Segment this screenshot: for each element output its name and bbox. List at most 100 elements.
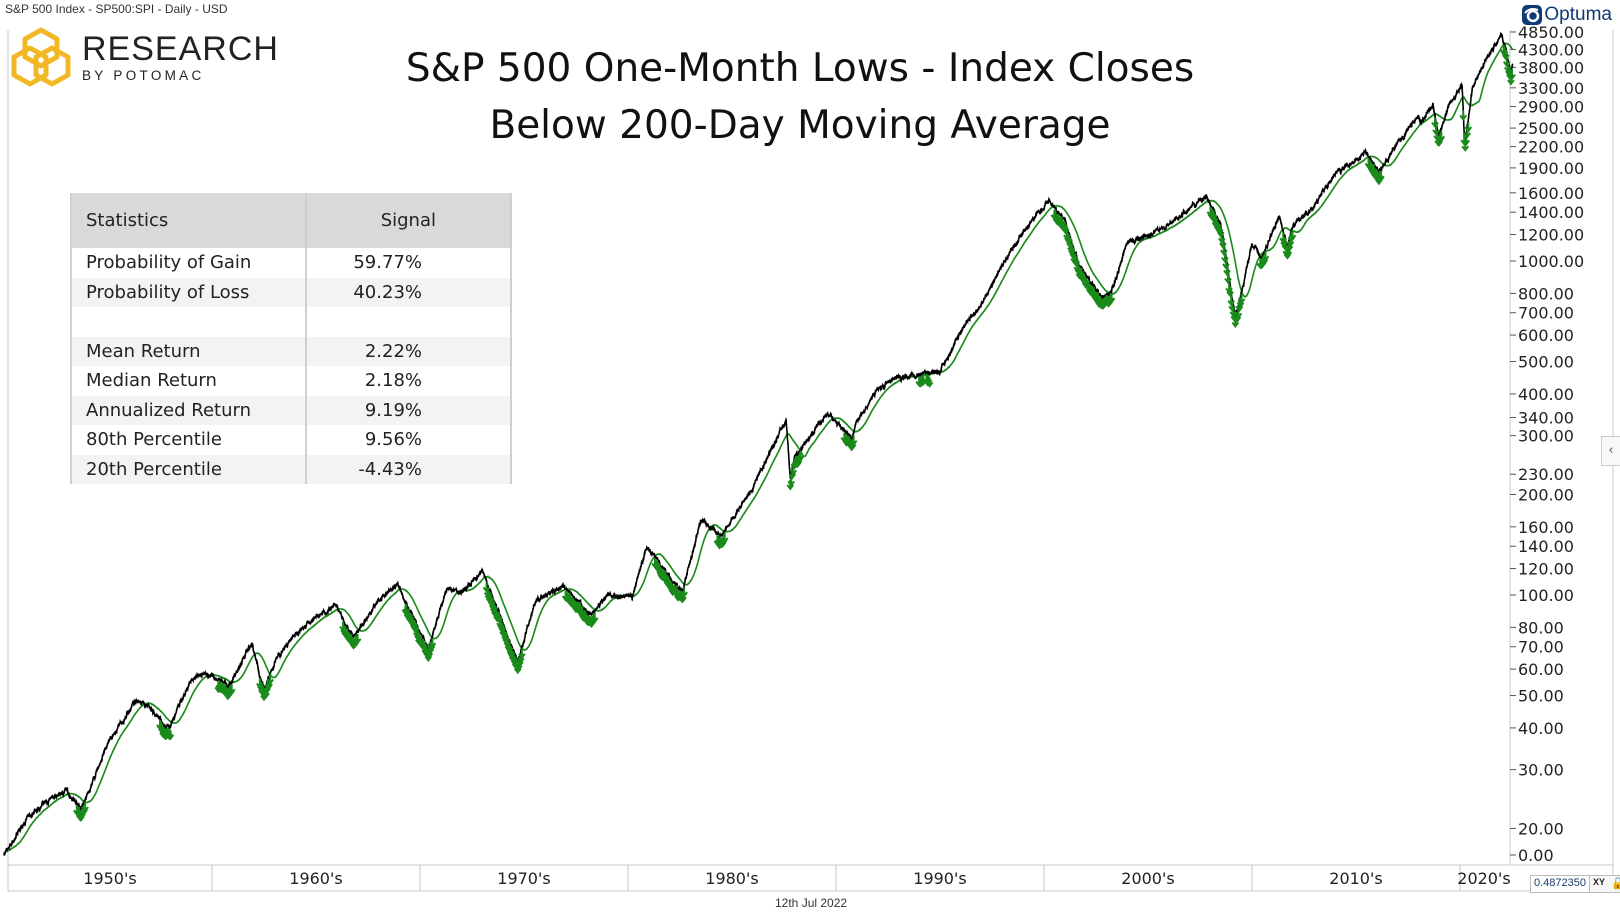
chart-title: S&P 500 One-Month Lows - Index Closes Be… <box>300 40 1300 154</box>
x-axis: 1950's 1960's 1970's 1980's 1990's 2000's 2010… <box>83 865 1511 891</box>
signal-arrow-marker <box>1224 273 1232 285</box>
y-tick-label: 1600.00 <box>1518 184 1584 203</box>
signal-arrow-marker <box>1288 230 1297 241</box>
y-tick-label: 4850.00 <box>1518 23 1584 42</box>
signal-arrow-marker <box>925 377 934 388</box>
x-tick-label: 2000's <box>1121 869 1174 888</box>
y-tick-label: 600.00 <box>1518 326 1574 345</box>
signal-arrow-marker <box>1237 293 1246 305</box>
stat-label: Annualized Return <box>71 395 306 425</box>
y-tick-label: 200.00 <box>1518 485 1574 504</box>
y-tick-label: 3800.00 <box>1518 58 1584 77</box>
y-tick-label: 120.00 <box>1518 560 1574 579</box>
y-tick-label: 1000.00 <box>1518 252 1584 271</box>
y-tick-label: 40.00 <box>1518 719 1564 738</box>
y-tick-label: 70.00 <box>1518 638 1564 657</box>
stat-value: 59.77% <box>304 248 511 278</box>
table-row: Mean Return 2.22% <box>71 336 511 366</box>
y-tick-label: 800.00 <box>1518 284 1574 303</box>
table-row: Probability of Loss 40.23% <box>71 277 511 307</box>
coordinate-value: 0.4872350 <box>1531 876 1590 892</box>
optuma-logo-text: Optuma <box>1544 4 1612 25</box>
table-row: Annualized Return 9.19% <box>71 395 511 425</box>
date-label: 12th Jul 2022 <box>775 896 848 910</box>
signal-arrow-marker <box>518 648 526 660</box>
y-tick-label: 4300.00 <box>1518 40 1584 59</box>
stat-label: Median Return <box>86 370 217 392</box>
y-tick-label: 2900.00 <box>1518 98 1584 117</box>
x-tick-label: 1960's <box>289 869 342 888</box>
y-tick-label: 60.00 <box>1518 660 1564 679</box>
signal-arrow-marker <box>680 587 688 598</box>
signal-arrow-marker <box>590 612 599 624</box>
stat-value: 9.19% <box>304 395 511 425</box>
x-tick-label: 1980's <box>705 869 758 888</box>
x-tick-label: 1970's <box>497 869 550 888</box>
y-tick-label: 500.00 <box>1518 353 1574 372</box>
signal-arrow-marker <box>1464 122 1473 133</box>
table-row: 20th Percentile -4.43% <box>71 454 511 484</box>
signal-arrow-marker <box>166 729 175 741</box>
y-tick-label: 3300.00 <box>1518 79 1584 98</box>
collapse-panel-button[interactable]: ‹ <box>1601 436 1620 466</box>
x-tick-label: 1990's <box>913 869 966 888</box>
header-signal: Signal <box>304 193 511 248</box>
signal-arrow-marker <box>428 638 437 649</box>
statistics-table: Statistics Signal Probability of Gain 59.… <box>70 193 512 484</box>
header-statistics: Statistics <box>71 193 306 248</box>
brand-subtitle: BY POTOMAC <box>82 67 205 83</box>
x-tick-label: 2020's <box>1457 869 1510 888</box>
title-line-1: S&P 500 One-Month Lows - Index Closes <box>405 46 1195 91</box>
x-tick-label: 1950's <box>83 869 136 888</box>
y-tick-label: 230.00 <box>1518 465 1574 484</box>
signal-arrow-marker <box>1222 259 1230 270</box>
hexagon-logo-icon <box>11 27 71 87</box>
research-logo: RESEARCH BY POTOMAC <box>10 26 279 88</box>
brand-name: RESEARCH <box>82 29 279 68</box>
table-row: 80th Percentile 9.56% <box>71 425 511 455</box>
x-tick-label: 2010's <box>1329 869 1382 888</box>
y-tick-label: 1400.00 <box>1518 203 1584 222</box>
y-tick-label: 20.00 <box>1518 819 1564 838</box>
signal-arrow-marker <box>266 674 275 686</box>
moving-average-line <box>7 42 1514 852</box>
optuma-logo-icon <box>1522 5 1543 25</box>
stat-value: 40.23% <box>304 277 511 307</box>
stat-label: 80th Percentile <box>86 429 222 451</box>
signal-arrow-marker <box>81 802 89 813</box>
y-tick-label: 100.00 <box>1518 586 1574 605</box>
lock-icon[interactable]: 🔓 <box>1611 878 1620 890</box>
y-tick-label: 2200.00 <box>1518 138 1584 157</box>
coordinate-readout[interactable]: 0.4872350 XY 🔓 <box>1530 875 1620 893</box>
signal-arrow-marker <box>796 450 805 462</box>
signal-markers <box>73 44 1516 822</box>
stat-value: 2.18% <box>304 366 511 396</box>
stat-value: 2.22% <box>304 336 511 366</box>
y-tick-label: 1200.00 <box>1518 226 1584 245</box>
coordinate-mode[interactable]: XY <box>1593 877 1606 887</box>
stat-label: Probability of Loss <box>71 277 306 307</box>
signal-arrow-marker <box>849 435 858 447</box>
stat-label: 20th Percentile <box>71 454 306 484</box>
signal-arrow-marker <box>1459 110 1467 122</box>
title-line-2: Below 200-Day Moving Average <box>489 103 1111 148</box>
signal-arrow-marker <box>353 633 362 645</box>
table-row: Median Return 2.18% <box>71 366 511 396</box>
signal-arrow-marker <box>1261 251 1270 262</box>
y-tick-label: 140.00 <box>1518 537 1574 556</box>
price-line <box>3 31 1514 857</box>
stat-value: -4.43% <box>304 454 511 484</box>
y-floor-label: 0.00 <box>1518 846 1554 865</box>
signal-arrow-marker <box>1226 286 1234 298</box>
y-tick-label: 30.00 <box>1518 761 1564 780</box>
signal-arrow-marker <box>1220 245 1228 256</box>
signal-arrow-marker <box>1377 171 1385 183</box>
y-tick-label: 80.00 <box>1518 618 1564 637</box>
signal-arrow-marker <box>720 532 729 544</box>
optuma-logo: Optuma <box>1522 4 1612 26</box>
y-tick-label: 400.00 <box>1518 385 1574 404</box>
signal-arrow-marker <box>1437 131 1446 143</box>
table-row <box>71 307 511 337</box>
